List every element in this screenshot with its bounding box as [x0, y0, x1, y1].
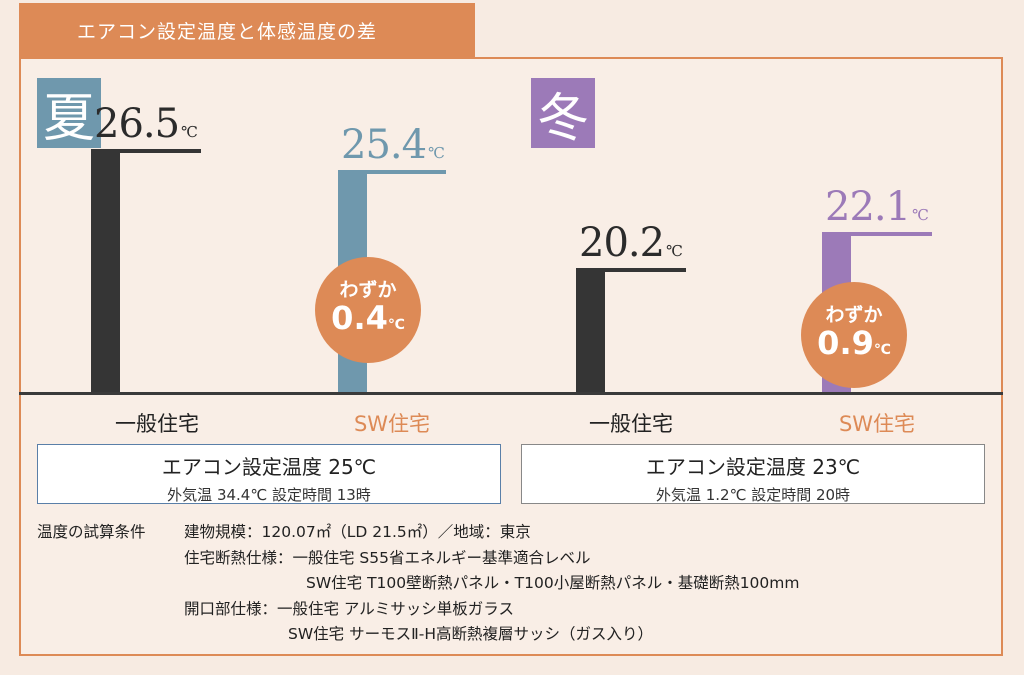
- winter-diff-label: わずか: [825, 304, 883, 326]
- summer-diff-value: 0.4℃: [331, 299, 405, 337]
- summer-setting-box: エアコン設定温度 25℃ 外気温 34.4℃ 設定時間 13時: [37, 444, 501, 504]
- winter-season-badge: 冬: [531, 78, 595, 149]
- summer-setting-label: エアコン設定温度 25℃: [161, 455, 377, 479]
- summer-diff-badge: わずか 0.4℃: [315, 257, 421, 363]
- winter-diff-badge: わずか 0.9℃: [801, 282, 907, 388]
- summer-setting-detail: 外気温 34.4℃ 設定時間 13時: [167, 486, 371, 504]
- summer-general-value: 26.5 ℃: [94, 101, 198, 147]
- conditions-heading: 温度の試算条件: [37, 523, 146, 541]
- winter-general-label: 一般住宅: [589, 412, 673, 436]
- summer-sw-label: SW住宅: [353, 412, 431, 436]
- winter-setting-label: エアコン設定温度 23℃: [645, 455, 861, 479]
- winter-sw-label: SW住宅: [838, 412, 916, 436]
- conditions-line-3: SW住宅 T100壁断熱パネル・T100小屋断熱パネル・基礎断熱100mm: [306, 574, 800, 592]
- summer-sw-marker: [338, 170, 446, 174]
- conditions-line-1: 建物規模：120.07㎡（LD 21.5㎡）／地域：東京: [184, 523, 531, 541]
- winter-sw-marker: [822, 232, 932, 236]
- summer-diff-label: わずか: [339, 279, 397, 301]
- summer-season-badge: 夏: [37, 78, 101, 149]
- winter-setting-box: エアコン設定温度 23℃ 外気温 1.2℃ 設定時間 20時: [521, 444, 985, 504]
- winter-setting-detail: 外気温 1.2℃ 設定時間 20時: [655, 486, 851, 504]
- winter-sw-value: 22.1 ℃: [825, 184, 929, 230]
- conditions-line-5: SW住宅 サーモスⅡ-H高断熱複層サッシ（ガス入り）: [288, 625, 653, 643]
- summer-general-bar: [91, 149, 120, 393]
- chart-baseline: [19, 392, 1003, 395]
- summer-general-marker: [91, 149, 201, 153]
- winter-general-marker: [576, 268, 686, 272]
- summer-general-label: 一般住宅: [115, 412, 199, 436]
- winter-general-value: 20.2 ℃: [579, 220, 683, 266]
- summer-sw-value: 25.4 ℃: [341, 122, 445, 168]
- conditions-line-4: 開口部仕様：一般住宅 アルミサッシ単板ガラス: [184, 600, 514, 618]
- winter-general-bar: [576, 268, 605, 393]
- winter-diff-value: 0.9℃: [817, 324, 891, 362]
- conditions-line-2: 住宅断熱仕様：一般住宅 S55省エネルギー基準適合レベル: [184, 549, 591, 567]
- chart-title: エアコン設定温度と体感温度の差: [19, 3, 475, 57]
